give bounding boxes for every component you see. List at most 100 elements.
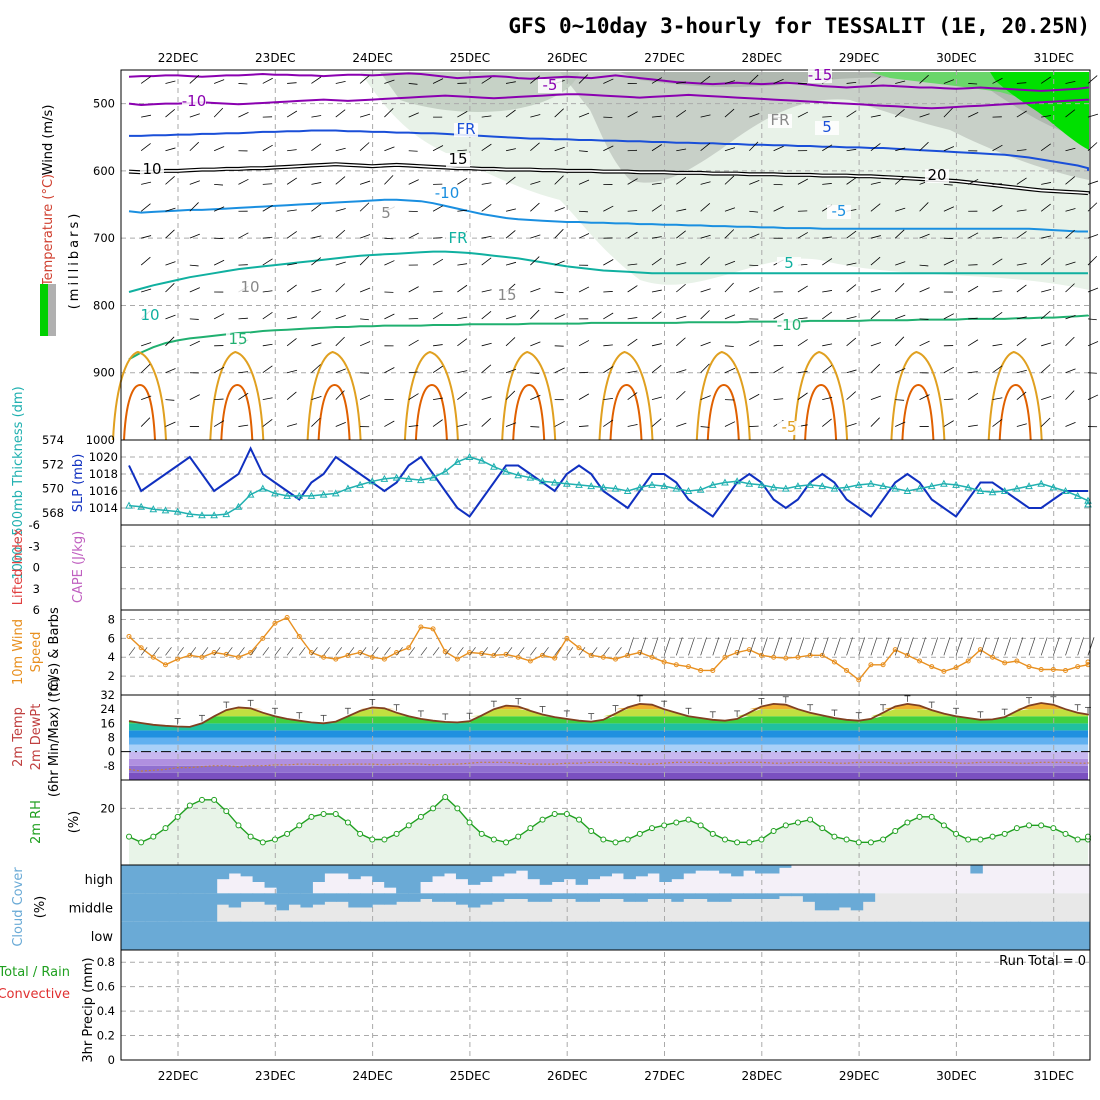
wind-barb [287, 316, 298, 320]
wind-barb [822, 144, 833, 152]
wind-barb [262, 397, 273, 401]
cloud-cell-low [156, 921, 170, 950]
wind-barb [895, 80, 906, 84]
thickness-marker [307, 491, 316, 499]
thickness-marker [234, 502, 243, 510]
contour-label-bg [808, 69, 832, 83]
wind-barb [335, 208, 346, 212]
rh2m-marker [1038, 822, 1045, 829]
wind-barb [919, 394, 930, 400]
cloud-level-label: low [91, 930, 114, 945]
cloud-cell-middle [168, 893, 182, 922]
cloud-cell-middle [695, 893, 708, 899]
wind-barb [895, 314, 906, 320]
surface-wind-barb [919, 637, 926, 656]
wind-barb [992, 236, 1003, 239]
wind-barb [408, 393, 419, 400]
wind-barb [651, 257, 662, 266]
wind-barb [408, 232, 419, 239]
thickness-marker [502, 467, 510, 475]
wind-barb [846, 148, 857, 152]
precip-tick-label: 0.4 [97, 1004, 115, 1018]
wind-barb [822, 418, 832, 427]
wind-barb [505, 261, 517, 266]
wind-barb [724, 229, 735, 239]
wind-barb [700, 426, 710, 428]
thickness-marker [125, 501, 133, 509]
wind-barb [797, 370, 808, 374]
wind-barb [262, 258, 273, 266]
cloud-cell-middle [432, 893, 445, 902]
wind-barb [992, 311, 1003, 320]
rh2m-marker [320, 811, 327, 817]
cloud-cell-high [300, 865, 313, 894]
cloud-cell-low [719, 921, 732, 950]
wind-barb [189, 180, 200, 185]
wind-barb [724, 175, 735, 185]
cloud-cell-middle [587, 893, 601, 902]
cloud-cell-high [396, 865, 409, 894]
surface-wind-barb [189, 647, 197, 656]
thickness-marker [1000, 486, 1009, 494]
ylabel-speed: Speed [29, 632, 44, 673]
contour-label: -5 [782, 418, 797, 436]
contour-label-bg [454, 123, 478, 137]
surface-wind-barb [846, 637, 853, 656]
contour-label-bg [238, 281, 262, 295]
wind-barb [408, 339, 419, 347]
wind-barb [262, 365, 273, 374]
rh2m-marker [332, 811, 339, 817]
thickness-marker [465, 452, 474, 460]
surface-wind-barb [1004, 637, 1012, 656]
cloud-cell-low [1066, 921, 1079, 950]
thickness-marker [708, 480, 717, 488]
cloud-cell-low [252, 921, 266, 950]
contour-label-bg [815, 121, 839, 135]
cloud-cell-low [132, 921, 146, 950]
cloud-cell-middle [324, 893, 337, 902]
cloud-cell-low [623, 921, 636, 950]
cloud-cell-middle [491, 893, 505, 902]
wind-barb [700, 288, 711, 293]
chart-title: GFS 0~10day 3-hourly for TESSALIT (1E, 2… [508, 14, 1090, 38]
wind-barb [384, 420, 395, 427]
wind-barb [846, 230, 857, 239]
li-tick-label: -6 [29, 518, 40, 532]
cloud-cell-high [755, 865, 768, 874]
thickness-marker [891, 484, 900, 492]
wind-barb [895, 421, 906, 427]
ylabel-cape: CAPE (J/kg) [71, 531, 86, 603]
wind-speed-marker [126, 633, 132, 639]
wind-barb [724, 421, 736, 427]
wind-barb [749, 113, 760, 118]
surface-wind-barb [858, 637, 866, 656]
rh2m-marker [1062, 830, 1069, 837]
contour-label-bg [138, 309, 162, 323]
surface-wind-barb [980, 637, 987, 656]
wind-speed-marker [807, 652, 813, 658]
wind-barb [894, 283, 905, 293]
surface-wind-barb [1077, 637, 1085, 656]
contour-label: FR [456, 120, 475, 138]
rh2m-marker [673, 819, 680, 826]
wind-barb [894, 175, 905, 185]
wind-barb [651, 77, 663, 84]
surface-wind-barb [578, 647, 586, 656]
rh2m-marker [819, 825, 826, 832]
cloud-cell-low [695, 921, 708, 950]
wind-speed-marker [138, 645, 144, 651]
rh-shade-upper-left [380, 72, 580, 112]
thickness-marker [672, 484, 681, 492]
wind-barb [895, 207, 906, 212]
wind-barb [311, 76, 322, 84]
date-label-bottom: 30DEC [936, 1069, 976, 1083]
surface-wind-barb [347, 647, 355, 656]
wind-barb [676, 283, 686, 293]
rh2m-area [129, 797, 1088, 865]
wind-barb [919, 264, 929, 267]
wind-barb [822, 365, 832, 374]
wind-barb [1040, 257, 1051, 266]
wind-barb [214, 183, 223, 186]
surface-wind-barb [1053, 637, 1060, 656]
wind-barb [651, 396, 662, 401]
